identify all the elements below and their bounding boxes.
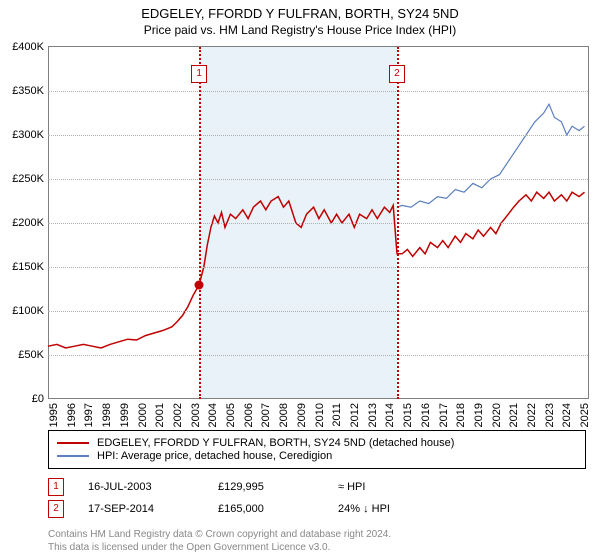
- legend-label: EDGELEY, FFORDD Y FULFRAN, BORTH, SY24 5…: [97, 437, 454, 449]
- x-tick-label: 2013: [367, 403, 379, 427]
- x-tick-label: 1999: [119, 403, 131, 427]
- sale-row-flag: 2: [48, 500, 64, 518]
- x-tick-label: 2018: [455, 403, 467, 427]
- sale-flag-2: 2: [389, 65, 405, 83]
- x-tick-label: 2017: [438, 403, 450, 427]
- page-title: EDGELEY, FFORDD Y FULFRAN, BORTH, SY24 5…: [0, 6, 600, 21]
- sale-flag-1: 1: [191, 65, 207, 83]
- y-tick-label: £0: [32, 393, 44, 405]
- x-tick-label: 1998: [101, 403, 113, 427]
- sale-row: 1 16-JUL-2003£129,995≈ HPI: [48, 478, 586, 496]
- y-tick-label: £250K: [12, 173, 44, 185]
- sales-table: 1 16-JUL-2003£129,995≈ HPI 2 17-SEP-2014£16…: [48, 474, 586, 522]
- y-tick-label: £100K: [12, 305, 44, 317]
- gridline-h: [48, 355, 588, 356]
- gridline-h: [48, 179, 588, 180]
- x-tick-label: 2004: [207, 403, 219, 427]
- sale-date: 17-SEP-2014: [88, 503, 218, 515]
- legend-label: HPI: Average price, detached house, Cere…: [97, 450, 332, 462]
- footer-line-2: This data is licensed under the Open Gov…: [48, 541, 391, 554]
- x-tick-label: 2023: [544, 403, 556, 427]
- y-tick-label: £400K: [12, 41, 44, 53]
- y-tick-label: £350K: [12, 85, 44, 97]
- x-tick-label: 2006: [243, 403, 255, 427]
- sale-row-flag: 1: [48, 478, 64, 496]
- x-tick-label: 2014: [384, 403, 396, 427]
- legend-row: EDGELEY, FFORDD Y FULFRAN, BORTH, SY24 5…: [57, 437, 577, 449]
- page-subtitle: Price paid vs. HM Land Registry's House …: [0, 23, 600, 37]
- x-tick-label: 2002: [172, 403, 184, 427]
- x-tick-label: 2001: [154, 403, 166, 427]
- sale-delta: 24% ↓ HPI: [338, 503, 390, 515]
- x-tick-label: 2012: [349, 403, 361, 427]
- x-tick-label: 2024: [561, 403, 573, 427]
- y-tick-label: £150K: [12, 261, 44, 273]
- gridline-h: [48, 91, 588, 92]
- x-tick-label: 2005: [225, 403, 237, 427]
- y-tick-label: £300K: [12, 129, 44, 141]
- legend-swatch: [57, 455, 89, 457]
- sale-line: [397, 47, 399, 399]
- sale-price: £165,000: [218, 503, 338, 515]
- x-tick-label: 2003: [190, 403, 202, 427]
- x-tick-label: 2020: [491, 403, 503, 427]
- x-tick-label: 2007: [260, 403, 272, 427]
- gridline-h: [48, 311, 588, 312]
- sale-marker: [195, 280, 204, 289]
- x-tick-label: 2022: [526, 403, 538, 427]
- chart-area: £0£50K£100K£150K£200K£250K£300K£350K£400…: [48, 46, 589, 399]
- sale-date: 16-JUL-2003: [88, 481, 218, 493]
- x-tick-label: 1995: [48, 403, 60, 427]
- legend-swatch: [57, 442, 89, 444]
- gridline-h: [48, 267, 588, 268]
- footer: Contains HM Land Registry data © Crown c…: [48, 528, 391, 554]
- sale-line: [199, 47, 201, 399]
- y-tick-label: £50K: [18, 349, 44, 361]
- x-tick-label: 2009: [296, 403, 308, 427]
- x-tick-label: 1996: [66, 403, 78, 427]
- x-tick-label: 2019: [473, 403, 485, 427]
- y-tick-label: £200K: [12, 217, 44, 229]
- legend-row: HPI: Average price, detached house, Cere…: [57, 450, 577, 462]
- gridline-h: [48, 135, 588, 136]
- gridline-h: [48, 223, 588, 224]
- legend: EDGELEY, FFORDD Y FULFRAN, BORTH, SY24 5…: [48, 430, 586, 469]
- sale-price: £129,995: [218, 481, 338, 493]
- x-tick-label: 1997: [83, 403, 95, 427]
- sale-delta: ≈ HPI: [338, 481, 365, 493]
- x-tick-label: 2015: [402, 403, 414, 427]
- x-tick-label: 2025: [579, 403, 591, 427]
- x-tick-label: 2021: [508, 403, 520, 427]
- x-tick-label: 2000: [137, 403, 149, 427]
- x-tick-label: 2011: [331, 403, 343, 427]
- sale-row: 2 17-SEP-2014£165,00024% ↓ HPI: [48, 500, 586, 518]
- x-tick-label: 2016: [420, 403, 432, 427]
- series-hpi: [397, 104, 585, 207]
- x-tick-label: 2008: [278, 403, 290, 427]
- series-property: [48, 192, 585, 348]
- footer-line-1: Contains HM Land Registry data © Crown c…: [48, 528, 391, 541]
- x-tick-label: 2010: [314, 403, 326, 427]
